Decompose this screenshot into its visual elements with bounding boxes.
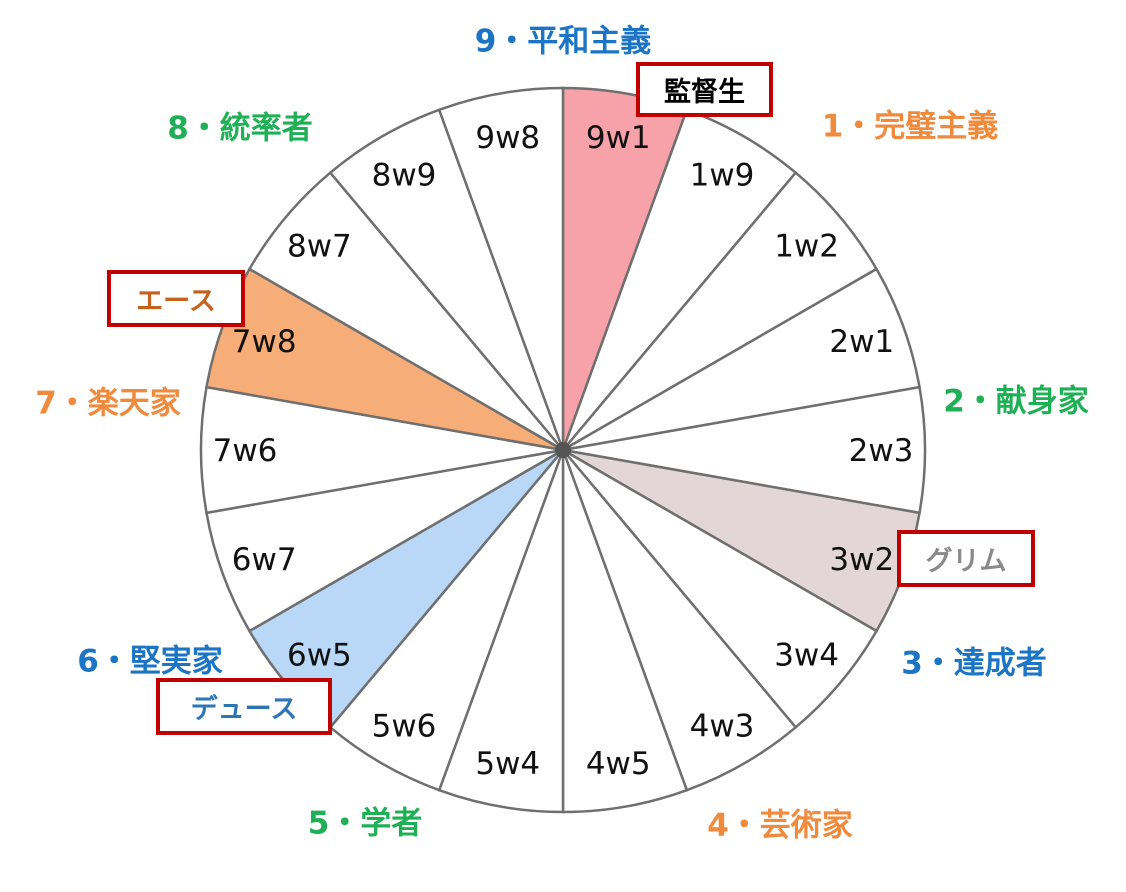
type-label-9: 9・平和主義 xyxy=(474,23,652,60)
wedge-label-9w1: 9w1 xyxy=(586,120,651,156)
character-box-ace: エース xyxy=(107,270,245,327)
wedge-label-1w2: 1w2 xyxy=(774,229,839,265)
wedge-label-8w7: 8w7 xyxy=(287,229,352,265)
wedge-label-2w3: 2w3 xyxy=(849,433,914,469)
type-label-6: 6・堅実家 xyxy=(77,643,223,680)
wedge-label-9w8: 9w8 xyxy=(475,120,540,156)
wedge-9w8 xyxy=(437,86,565,451)
character-box-kantokusei: 監督生 xyxy=(636,62,773,117)
type-label-1: 1・完璧主義 xyxy=(821,108,999,145)
wedge-label-8w9: 8w9 xyxy=(372,158,437,194)
wedge-label-2w1: 2w1 xyxy=(829,324,894,360)
type-label-3: 3・達成者 xyxy=(901,645,1047,682)
wedge-label-5w6: 5w6 xyxy=(372,708,437,744)
wedge-label-7w8: 7w8 xyxy=(232,324,297,360)
center-hub xyxy=(555,442,571,458)
wedge-label-1w9: 1w9 xyxy=(690,158,755,194)
wedge-label-4w5: 4w5 xyxy=(586,746,651,782)
character-box-deuce: デュース xyxy=(156,678,332,735)
type-label-8: 8・統率者 xyxy=(167,110,313,147)
type-label-5: 5・学者 xyxy=(307,805,423,842)
character-box-grim: グリム xyxy=(897,530,1035,587)
wedge-label-3w2: 3w2 xyxy=(829,542,894,578)
wedge-label-5w4: 5w4 xyxy=(475,746,540,782)
wedge-label-6w7: 6w7 xyxy=(232,542,297,578)
type-label-7: 7・楽天家 xyxy=(35,385,181,422)
wedge-label-4w3: 4w3 xyxy=(690,708,755,744)
type-label-4: 4・芸術家 xyxy=(707,807,853,844)
wedge-label-6w5: 6w5 xyxy=(287,637,352,673)
type-label-2: 2・献身家 xyxy=(943,383,1089,420)
wedge-label-3w4: 3w4 xyxy=(774,637,839,673)
wedge-label-7w6: 7w6 xyxy=(213,433,278,469)
